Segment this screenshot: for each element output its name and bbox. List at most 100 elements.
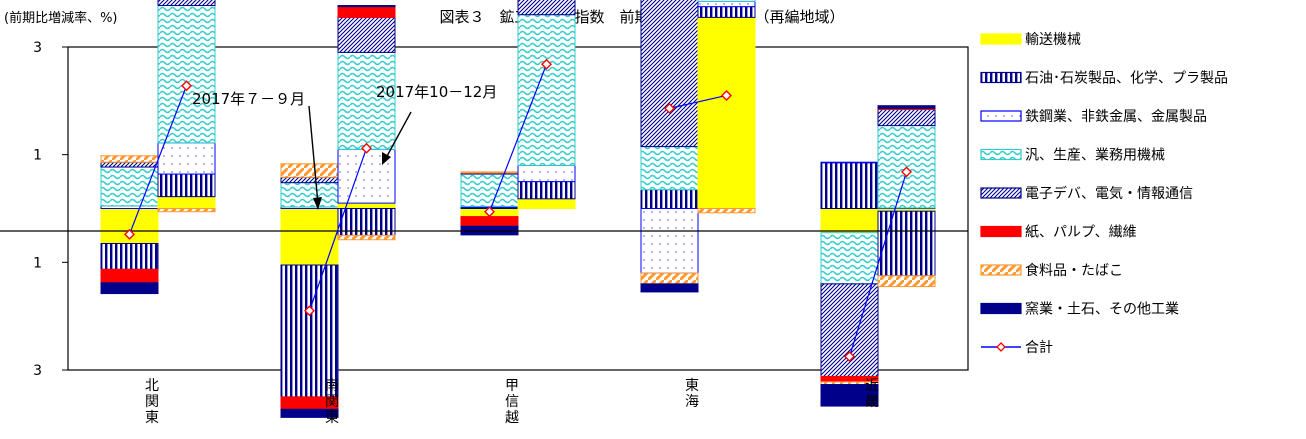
bar-segment <box>820 384 879 407</box>
x-category-label: 南 <box>325 378 339 394</box>
y-tick-label: 3 <box>33 40 42 56</box>
x-category-label: 東 <box>685 378 699 394</box>
bar-segment <box>280 408 339 418</box>
bars-layer <box>100 0 936 418</box>
bar-segment <box>640 208 699 274</box>
legend-swatch <box>980 264 1022 276</box>
legend-label: 輸送機械 <box>1025 32 1081 48</box>
bar-segment <box>517 0 576 16</box>
total-line <box>488 64 548 212</box>
bar-segment <box>100 155 159 163</box>
bar-segment <box>280 208 339 266</box>
bar-segment <box>337 51 396 150</box>
bar-segment <box>697 6 756 18</box>
total-marker <box>484 206 495 218</box>
legend-label: 石油･石炭製品、化学、プラ製品 <box>1025 71 1228 87</box>
bar-segment <box>337 148 396 204</box>
bar-segment <box>820 161 879 164</box>
bar-segment <box>820 162 879 210</box>
legend-label: 窯業・土石、その他工業 <box>1025 301 1179 318</box>
x-category-label: 海 <box>685 394 699 410</box>
bar-segment <box>640 272 699 285</box>
y-tick-label: 1 <box>33 148 42 164</box>
y-tick-label: 1 <box>33 255 42 271</box>
x-category-label: 越 <box>505 410 519 426</box>
bar-segment <box>820 208 879 234</box>
bar-segment <box>337 5 396 8</box>
legend-swatch <box>980 110 1022 122</box>
bar-segment <box>100 268 159 284</box>
x-category-label: 信 <box>505 394 519 410</box>
legend-label-total: 合計 <box>1025 340 1053 356</box>
bar-segment <box>280 182 339 208</box>
bar-segment <box>640 189 699 210</box>
bar-segment <box>697 0 756 8</box>
annotation-arrowhead-period-1 <box>313 197 322 210</box>
legend-swatch <box>980 225 1022 238</box>
annotation-arrowhead-period-2 <box>382 152 391 165</box>
legend-marker-total <box>996 342 1006 352</box>
bar-segment <box>640 146 699 191</box>
bar-segment <box>157 196 216 209</box>
bar-segment <box>337 234 396 241</box>
x-category-label: 畿 <box>865 394 879 410</box>
x-category-label: 東 <box>325 410 339 426</box>
total-marker <box>124 228 135 240</box>
bar-segment <box>157 173 216 198</box>
legend-label: 汎、生産、業務用機械 <box>1025 148 1165 164</box>
y-axis-unit-label: (前期比増減率、%) <box>4 10 118 26</box>
bar-segment <box>280 163 339 178</box>
bar-segment <box>877 210 936 277</box>
legend-swatch <box>980 148 1022 161</box>
y-ticks-layer: 3 1 1 3 <box>33 40 68 379</box>
bar-segment <box>820 232 879 285</box>
bar-segment <box>877 275 936 288</box>
bar-segment <box>100 161 159 168</box>
total-marker <box>304 305 315 317</box>
legend-swatch <box>980 71 1022 84</box>
bar-segment <box>157 142 216 175</box>
bar-segment <box>100 166 159 207</box>
annotation-period-1: 2017年７－９月 <box>192 90 305 108</box>
legend-swatch <box>980 187 1022 199</box>
bar-segment <box>157 208 216 213</box>
bar-segment <box>157 0 216 7</box>
bar-segment <box>640 283 699 293</box>
bar-segment <box>877 105 936 109</box>
total-line <box>128 85 188 235</box>
bar-segment <box>460 216 519 227</box>
total-marker <box>844 351 855 363</box>
annotation-arrow-period-2 <box>385 111 412 159</box>
total-marker <box>181 80 192 92</box>
legend-label: 電子デバ、電気・情報通信 <box>1025 185 1193 202</box>
total-line <box>848 171 908 357</box>
x-category-label: 東 <box>145 410 159 426</box>
x-category-label: 関 <box>325 394 339 410</box>
bar-segment <box>697 16 756 210</box>
bar-segment <box>517 198 576 209</box>
total-marker <box>541 58 552 70</box>
annotation-period-2: 2017年10－12月 <box>376 83 497 101</box>
bar-segment <box>697 208 756 214</box>
bar-segment <box>877 108 936 127</box>
total-marker <box>664 102 675 114</box>
bar-segment <box>517 181 576 200</box>
x-category-label: 近 <box>865 378 879 394</box>
bar-segment <box>697 0 756 2</box>
legend-label: 鉄鋼業、非鉄金属、金属製品 <box>1025 109 1207 125</box>
x-category-label: 北 <box>145 378 159 394</box>
bar-segment <box>460 173 519 207</box>
x-category-label: 関 <box>145 394 159 410</box>
annotation-arrow-period-1 <box>308 105 319 205</box>
bar-segment <box>280 176 339 184</box>
total-marker <box>361 142 372 154</box>
bar-segment <box>517 164 576 183</box>
total-line <box>669 94 727 109</box>
bar-segment <box>337 6 396 18</box>
total-line <box>308 148 368 311</box>
bar-segment <box>280 264 339 398</box>
bar-segment <box>517 14 576 166</box>
bar-segment <box>337 16 396 53</box>
legend-swatch <box>980 33 1022 45</box>
